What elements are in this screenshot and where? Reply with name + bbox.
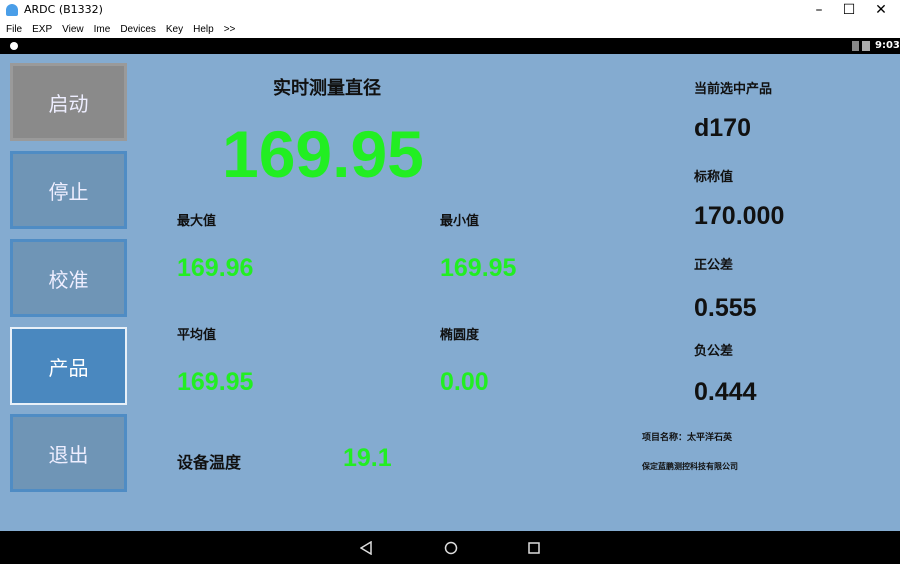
window-titlebar: ARDC (B1332) – ☐ ✕ (0, 0, 900, 21)
avg-value: 169.95 (177, 368, 254, 396)
stop-button[interactable]: 停止 (10, 151, 127, 229)
battery-icon (852, 41, 859, 51)
menu-key[interactable]: Key (165, 24, 184, 35)
temp-label: 设备温度 (177, 453, 242, 472)
notification-dot-icon (10, 42, 18, 50)
pos-tol-label: 正公差 (694, 258, 734, 273)
android-nav-bar (0, 531, 900, 564)
status-time: 9:03 (875, 40, 900, 51)
maximize-button[interactable]: ☐ (842, 2, 856, 18)
realtime-title: 实时测量直径 (273, 78, 381, 99)
menu-ime[interactable]: Ime (93, 24, 111, 35)
max-label: 最大值 (177, 214, 217, 229)
neg-tol-label: 负公差 (694, 344, 734, 359)
exit-button[interactable]: 退出 (10, 414, 127, 492)
product-button[interactable]: 产品 (10, 327, 127, 405)
window-title: ARDC (B1332) (24, 3, 103, 16)
avg-label: 平均值 (177, 328, 217, 343)
calibrate-button[interactable]: 校准 (10, 239, 127, 317)
menu-view[interactable]: View (62, 24, 84, 35)
android-status-bar: 9:03 (0, 38, 900, 54)
nominal-value: 170.000 (694, 202, 785, 230)
close-button[interactable]: ✕ (875, 2, 887, 18)
menu-help[interactable]: Help (193, 24, 214, 35)
ovality-label: 椭圆度 (440, 328, 480, 343)
home-icon[interactable] (444, 541, 458, 555)
neg-tol-value: 0.444 (694, 378, 757, 406)
app-content: 启动 停止 校准 产品 退出 实时测量直径 169.95 最大值 169.96 … (0, 54, 900, 531)
android-icon (6, 4, 18, 16)
product-label: 当前选中产品 (694, 82, 773, 97)
minimize-button[interactable]: – (815, 2, 823, 18)
back-icon[interactable] (360, 541, 372, 555)
pos-tol-value: 0.555 (694, 294, 757, 322)
menu-file[interactable]: File (6, 24, 23, 35)
recents-icon[interactable] (528, 542, 540, 554)
company-name: 保定蓝鹏测控科技有限公司 (642, 462, 738, 471)
menu-bar: File EXP View Ime Devices Key Help >> (0, 21, 900, 38)
max-value: 169.96 (177, 254, 254, 282)
min-label: 最小值 (440, 214, 480, 229)
signal-icon (862, 41, 870, 51)
nominal-label: 标称值 (694, 170, 734, 185)
menu-devices[interactable]: Devices (120, 24, 156, 35)
realtime-value: 169.95 (222, 117, 424, 191)
start-button[interactable]: 启动 (10, 63, 127, 141)
min-value: 169.95 (440, 254, 517, 282)
temp-value: 19.1 (343, 444, 392, 472)
menu-more[interactable]: >> (223, 24, 236, 35)
product-value: d170 (694, 114, 751, 142)
ovality-value: 0.00 (440, 368, 489, 396)
menu-exp[interactable]: EXP (32, 24, 53, 35)
project-name: 项目名称：太平洋石英 (642, 433, 733, 443)
